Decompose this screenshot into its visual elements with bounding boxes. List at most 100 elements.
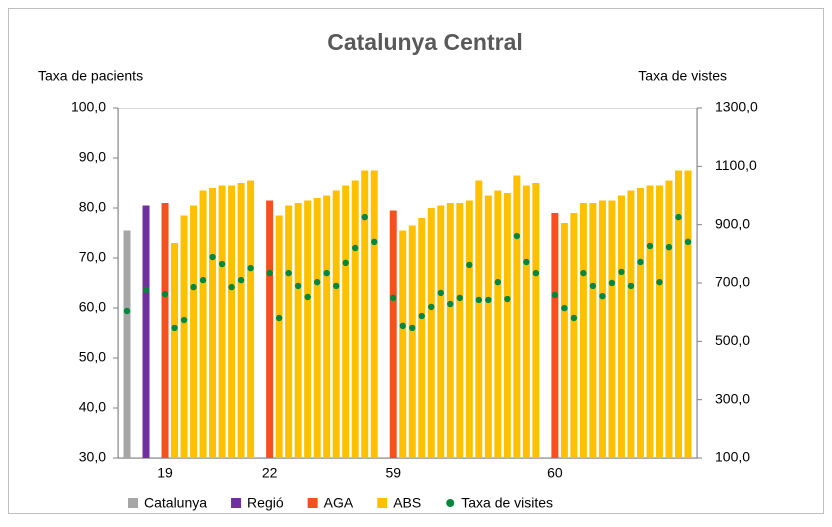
y2-tick-label: 500,0 [715, 332, 750, 348]
bar [199, 190, 207, 458]
point [390, 294, 397, 302]
bar [313, 198, 321, 458]
point [580, 269, 587, 277]
bar [370, 170, 378, 458]
bar [484, 195, 492, 458]
y-tick-label: 90,0 [79, 149, 106, 165]
bar [684, 170, 692, 458]
point [190, 283, 197, 291]
bar [237, 183, 245, 458]
bar [304, 200, 312, 458]
point [646, 242, 654, 250]
bar [190, 205, 198, 458]
point [266, 269, 273, 277]
point [342, 259, 349, 267]
y-tick-label: 40,0 [79, 399, 106, 415]
point [627, 282, 635, 290]
point [561, 304, 568, 312]
point [532, 269, 540, 277]
bar [247, 180, 255, 458]
bar [342, 185, 350, 458]
y-tick-label: 100,0 [71, 99, 106, 115]
point [228, 283, 235, 291]
point [171, 324, 178, 332]
bar [418, 218, 426, 458]
bar [228, 185, 236, 458]
point [409, 324, 416, 332]
point [285, 269, 292, 277]
bar [475, 180, 483, 458]
point [637, 258, 644, 266]
point [428, 303, 435, 311]
bar [674, 170, 682, 458]
point [504, 295, 511, 303]
y2-tick-label: 700,0 [715, 274, 750, 290]
bar [171, 243, 179, 458]
bar [332, 190, 340, 458]
y2-tick-label: 1100,0 [715, 157, 757, 173]
legend-marker [307, 498, 318, 508]
y-tick-label: 50,0 [79, 349, 106, 365]
point [275, 314, 283, 322]
point [209, 253, 216, 261]
legend-marker [377, 498, 388, 508]
point [304, 293, 311, 301]
point [618, 268, 625, 276]
bar [209, 188, 217, 458]
bar [161, 203, 169, 458]
y-tick-label: 30,0 [79, 449, 106, 465]
bar [570, 213, 578, 458]
bar [351, 180, 359, 458]
bar [532, 183, 540, 458]
bar [389, 210, 397, 458]
bar [608, 200, 616, 458]
bar [180, 215, 188, 458]
point [570, 314, 578, 322]
legend-marker [128, 498, 138, 508]
point [665, 243, 673, 251]
point [142, 286, 150, 294]
point [123, 307, 131, 315]
point [399, 322, 406, 330]
bar [513, 175, 521, 458]
y-tick-label: 60,0 [79, 299, 106, 315]
bar [323, 195, 331, 458]
point [675, 213, 682, 221]
bar [636, 188, 644, 458]
bar [589, 203, 597, 458]
point [218, 260, 226, 268]
legend-label: Taxa de visites [461, 495, 553, 511]
y2-axis-title: Taxa de vistes [638, 68, 727, 84]
bar [218, 185, 226, 458]
point [485, 296, 492, 304]
point [513, 232, 521, 240]
bar [617, 195, 625, 458]
point [494, 278, 502, 286]
bar [522, 185, 530, 458]
bar [456, 203, 464, 458]
point [551, 291, 559, 299]
point [294, 282, 302, 290]
bar [285, 205, 293, 458]
point [313, 278, 321, 286]
legend-label: Regió [247, 495, 284, 511]
bar [627, 190, 635, 458]
point [437, 289, 444, 297]
point [523, 258, 530, 266]
bar [598, 200, 606, 458]
legend-label: Catalunya [144, 495, 207, 511]
y-axis-title: Taxa de pacients [38, 68, 143, 84]
y-tick-label: 80,0 [79, 199, 106, 215]
bar [408, 225, 416, 458]
point [589, 282, 597, 290]
point [684, 238, 692, 246]
point [161, 290, 169, 298]
x-tick-label: 19 [157, 465, 173, 481]
bar [646, 185, 654, 458]
point [247, 264, 254, 272]
y2-tick-label: 100,0 [715, 449, 750, 465]
point [456, 294, 463, 302]
bar [361, 170, 369, 458]
bar [275, 215, 283, 458]
